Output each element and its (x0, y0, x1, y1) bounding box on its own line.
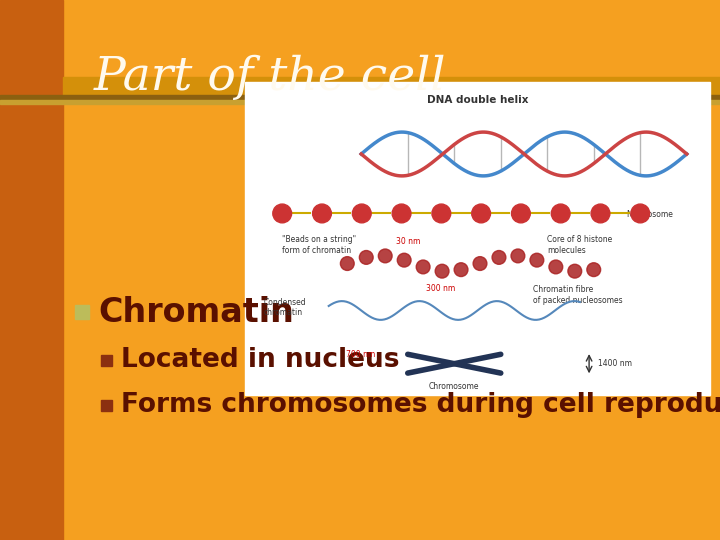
Circle shape (454, 263, 468, 276)
Text: Forms chromosomes during cell reproduction: Forms chromosomes during cell reproducti… (122, 392, 720, 418)
Bar (76, 305, 89, 319)
Text: Chromatin fibre
of packed nucleosomes: Chromatin fibre of packed nucleosomes (534, 286, 623, 305)
Text: "Beads on a string"
form of chromatin: "Beads on a string" form of chromatin (282, 235, 356, 255)
Text: Located in nucleus: Located in nucleus (122, 347, 400, 373)
Circle shape (631, 204, 649, 223)
Bar (0, 0, 63, 540)
Bar (0, 100, 720, 104)
Circle shape (352, 204, 371, 223)
Circle shape (591, 204, 610, 223)
Bar (0, 95, 720, 100)
Circle shape (549, 260, 563, 274)
Bar (102, 400, 112, 411)
Text: Chromosome: Chromosome (429, 382, 480, 392)
Circle shape (273, 204, 292, 223)
Text: Core of 8 histone
molecules: Core of 8 histone molecules (547, 235, 613, 255)
Text: Condensed
chromatin: Condensed chromatin (264, 298, 306, 317)
Text: Chromatin: Chromatin (99, 295, 294, 328)
Text: 30 nm: 30 nm (395, 237, 420, 246)
Bar (245, 82, 710, 395)
Circle shape (435, 264, 449, 278)
Circle shape (341, 256, 354, 271)
Circle shape (416, 260, 430, 274)
Circle shape (397, 253, 411, 267)
Circle shape (511, 204, 531, 223)
Text: 300 nm: 300 nm (426, 284, 455, 293)
Circle shape (587, 263, 600, 276)
Circle shape (312, 204, 331, 223)
Circle shape (530, 253, 544, 267)
Circle shape (511, 249, 525, 263)
Text: 1400 nm: 1400 nm (598, 359, 632, 368)
Circle shape (392, 204, 411, 223)
Bar (63, 77, 720, 95)
Text: 700 nm: 700 nm (346, 350, 375, 359)
Circle shape (359, 251, 373, 264)
Circle shape (378, 249, 392, 263)
Circle shape (472, 204, 490, 223)
Circle shape (568, 264, 582, 278)
Circle shape (473, 256, 487, 271)
Text: Nucleosome: Nucleosome (626, 210, 673, 219)
Circle shape (492, 251, 506, 264)
Text: DNA double helix: DNA double helix (427, 94, 528, 105)
Circle shape (552, 204, 570, 223)
Circle shape (432, 204, 451, 223)
Text: Part of the cell: Part of the cell (94, 55, 446, 100)
Bar (102, 355, 112, 366)
